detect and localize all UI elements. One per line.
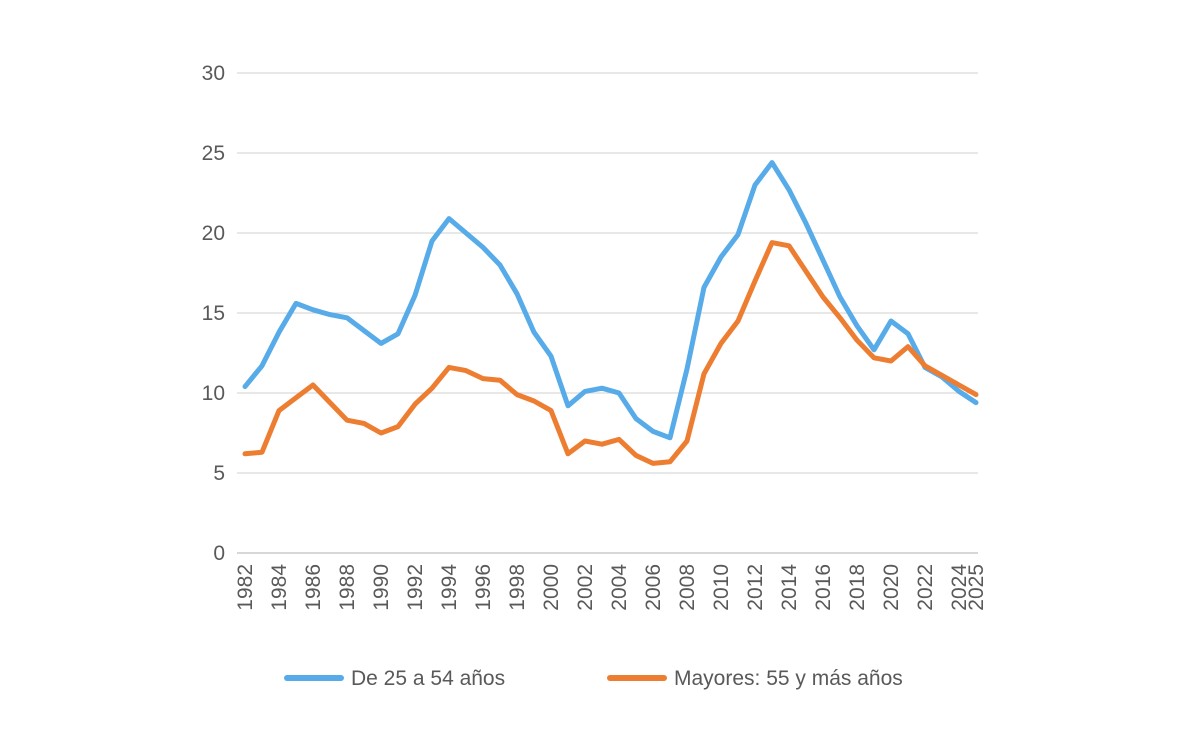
x-tick-label: 2016 [812,564,835,611]
x-tick-label: 2014 [778,564,801,611]
x-tick-label: 2025 [965,564,988,611]
x-tick-label: 2006 [642,564,665,611]
y-tick-label: 20 [202,222,225,245]
y-tick-label: 15 [202,302,225,325]
x-tick-label: 2004 [608,564,631,611]
x-tick-label: 1998 [506,564,529,611]
x-tick-label: 2022 [914,564,937,611]
series-line-mayores-55 [242,240,979,466]
x-tick-label: 1984 [268,564,291,611]
series-line-de-25-a-54 [242,160,979,441]
x-tick-label: 2020 [880,564,903,611]
x-tick-label: 2002 [574,564,597,611]
legend-label: Mayores: 55 y más años [674,667,903,690]
x-tick-label: 1994 [438,564,461,611]
y-tick-label: 0 [213,542,225,565]
y-tick-label: 30 [202,62,225,85]
x-tick-label: 2010 [710,564,733,611]
x-tick-label: 1992 [404,564,427,611]
x-tick-label: 2000 [540,564,563,611]
x-tick-label: 1988 [336,564,359,611]
legend-label: De 25 a 54 años [351,667,505,690]
x-tick-label: 2008 [676,564,699,611]
x-tick-label: 2024 [948,564,971,611]
x-tick-label: 1990 [370,564,393,611]
x-tick-label: 2018 [846,564,869,611]
y-tick-label: 5 [213,462,225,485]
x-tick-label: 2012 [744,564,767,611]
y-tick-label: 25 [202,142,225,165]
y-tick-label: 10 [202,382,225,405]
x-tick-label: 1986 [302,564,325,611]
x-tick-label: 1982 [234,564,257,611]
x-tick-label: 1996 [472,564,495,611]
